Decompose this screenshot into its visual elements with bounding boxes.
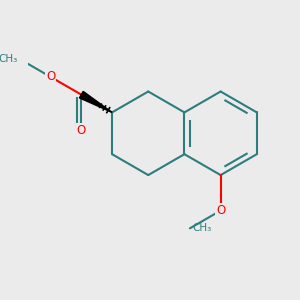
Text: CH₃: CH₃	[0, 54, 18, 64]
Text: CH₃: CH₃	[192, 223, 211, 233]
Text: O: O	[77, 124, 86, 137]
Text: O: O	[216, 204, 225, 217]
Polygon shape	[80, 92, 112, 112]
Text: O: O	[46, 70, 55, 83]
